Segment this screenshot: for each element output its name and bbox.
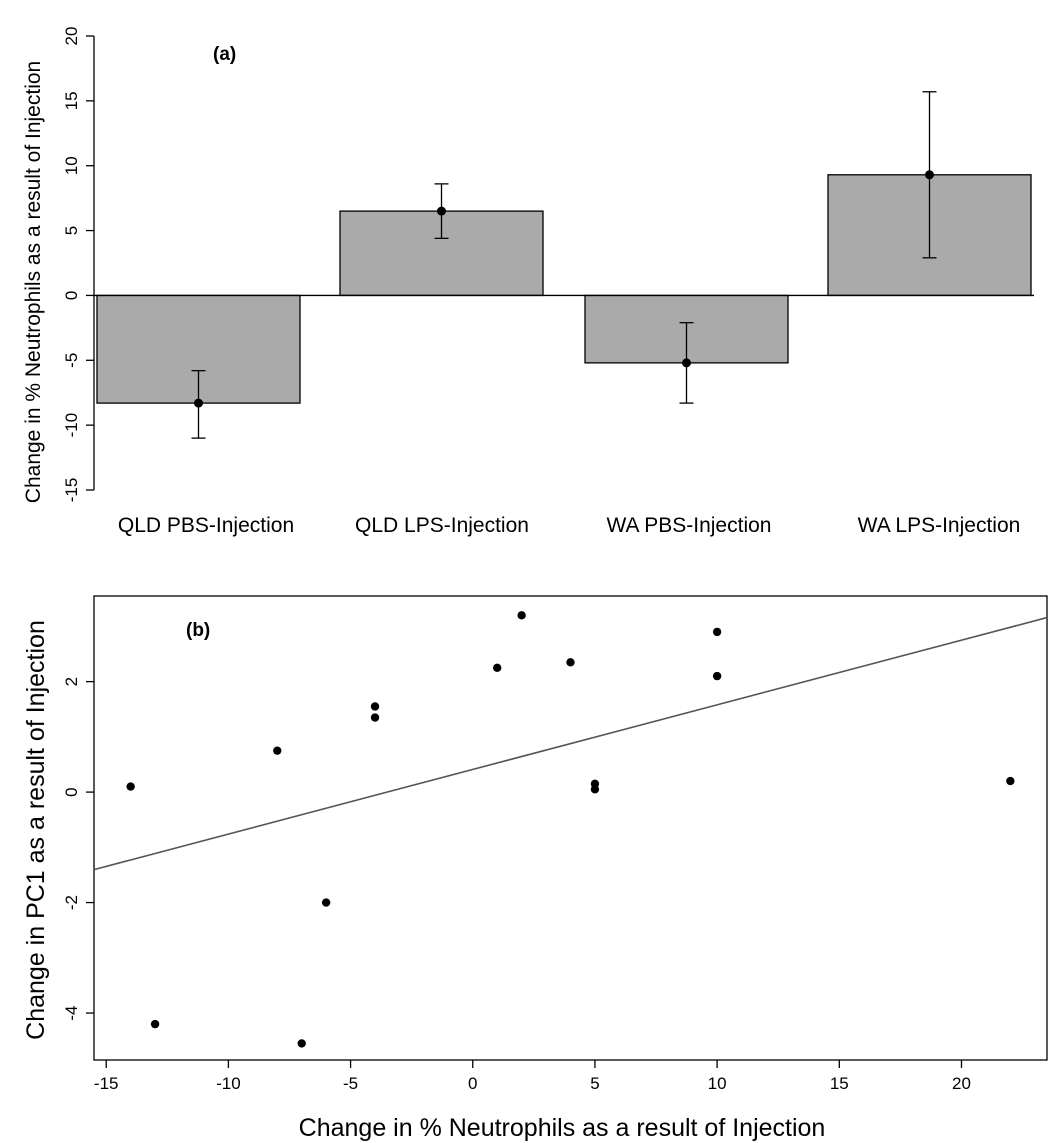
y-tick-label-b: 0 xyxy=(62,787,81,796)
scatter-point xyxy=(126,782,135,791)
y-tick-label-b: 2 xyxy=(62,677,81,686)
x-tick-label-b: -10 xyxy=(216,1074,241,1093)
y-axis-label-a: Change in % Neutrophils as a result of I… xyxy=(22,61,45,503)
y-tick-label-b: -2 xyxy=(62,895,81,910)
x-tick-label-b: 5 xyxy=(590,1074,599,1093)
x-axis-label-b: Change in % Neutrophils as a result of I… xyxy=(299,1114,826,1142)
category-label: QLD LPS-Injection xyxy=(355,514,529,537)
panel-label-b: (b) xyxy=(186,620,210,641)
scatter-point xyxy=(321,898,331,907)
scatter-chart-panel-b: (b) Change in PC1 as a result of Injecti… xyxy=(22,595,1048,1142)
y-tick-label-b: -4 xyxy=(62,1005,81,1020)
category-label: WA PBS-Injection xyxy=(607,514,772,537)
x-tick-label-b: -15 xyxy=(94,1074,119,1093)
y-tick-label-a: -10 xyxy=(62,413,81,438)
mean-point xyxy=(925,170,934,180)
scatter-point xyxy=(370,702,380,711)
scatter-point xyxy=(150,1019,160,1029)
scatter-point xyxy=(297,1039,306,1048)
y-tick-label-a: -15 xyxy=(62,478,81,503)
x-tick-label-b: 10 xyxy=(708,1074,727,1093)
y-tick-label-a: 15 xyxy=(62,91,81,110)
category-label: WA LPS-Injection xyxy=(858,514,1021,537)
scatter-point xyxy=(712,627,722,637)
mean-point xyxy=(194,398,203,408)
scatter-point xyxy=(517,611,526,620)
y-tick-label-a: -5 xyxy=(62,353,81,368)
y-tick-label-a: 20 xyxy=(62,27,81,46)
panel-label-a: (a) xyxy=(213,44,236,65)
x-tick-label-b: 0 xyxy=(468,1074,477,1093)
regression-line xyxy=(93,616,1048,871)
scatter-point xyxy=(590,785,600,794)
scatter-point xyxy=(566,658,575,667)
scatter-point xyxy=(370,713,380,722)
y-tick-label-a: 5 xyxy=(62,226,81,235)
scatter-point xyxy=(712,671,722,681)
x-tick-label-b: 20 xyxy=(952,1074,971,1093)
mean-point xyxy=(437,206,446,216)
y-tick-label-a: 0 xyxy=(62,291,81,300)
plot-frame-b xyxy=(93,595,1048,1061)
scatter-point xyxy=(273,746,282,755)
scatter-point xyxy=(1006,776,1015,786)
x-tick-label-b: -5 xyxy=(343,1074,358,1093)
category-label: QLD PBS-Injection xyxy=(118,514,294,537)
mean-point xyxy=(682,358,691,368)
bar-chart-panel-a: (a) Change in % Neutrophils as a result … xyxy=(22,27,1034,537)
y-axis-label-b: Change in PC1 as a result of Injection xyxy=(22,620,50,1040)
x-tick-label-b: 15 xyxy=(830,1074,849,1093)
y-tick-label-a: 10 xyxy=(62,156,81,175)
scatter-point xyxy=(492,663,502,673)
